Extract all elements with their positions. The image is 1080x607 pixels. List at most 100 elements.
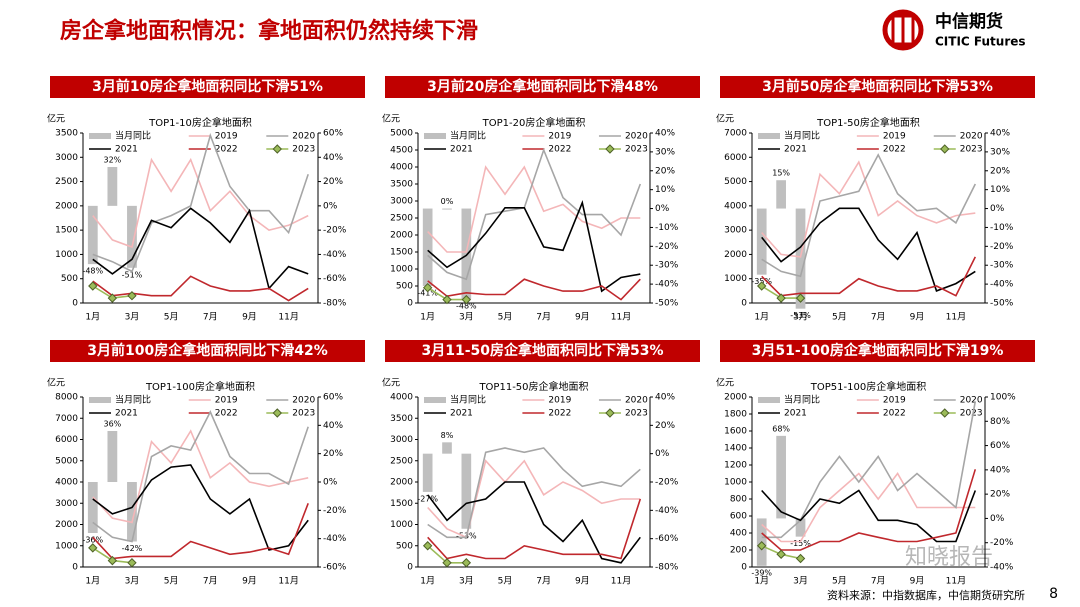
x-tick-label: 7月 [871, 576, 886, 587]
y-axis-label: 亿元 [47, 113, 65, 125]
y2-tick-label: -40% [990, 280, 1014, 290]
y-tick-label: 4000 [390, 393, 413, 403]
y-tick-label: 3500 [390, 180, 413, 190]
y2-tick-label: 0% [655, 449, 670, 459]
x-tick-label: 9月 [910, 312, 925, 323]
y-axis-label: 亿元 [382, 113, 400, 125]
y2-tick-label: -80% [323, 299, 347, 309]
panel-header [720, 76, 1035, 98]
y-tick-label: 2000 [55, 201, 78, 211]
y-tick-label: 1800 [724, 410, 747, 420]
legend-marker [272, 408, 283, 418]
bar-value-label: 0% [441, 197, 454, 206]
y2-tick-label: -20% [655, 478, 679, 488]
y2-tick-label: -40% [655, 506, 679, 516]
series-line [92, 429, 309, 524]
y2-tick-label: 20% [990, 490, 1010, 500]
x-tick-label: 11月 [946, 576, 966, 587]
y2-tick-label: 40% [655, 129, 675, 139]
y2-tick-label: 40% [655, 393, 675, 403]
bar [795, 518, 806, 537]
y-axis-label: 亿元 [382, 377, 400, 389]
legend-label: 2023 [960, 409, 983, 419]
series-marker [127, 291, 137, 301]
series-line [427, 498, 642, 560]
legend-label: 2019 [883, 132, 906, 142]
legend-label: 2019 [215, 132, 238, 142]
y2-tick-label: 20% [655, 166, 675, 176]
bar [442, 208, 452, 210]
y2-tick-label: -20% [990, 538, 1014, 548]
y-tick-label: 4000 [55, 478, 78, 488]
legend-marker [605, 144, 615, 154]
x-tick-label: 11月 [611, 312, 631, 323]
logo-en: CITIC Futures [935, 35, 1026, 49]
y2-tick-label: -40% [655, 280, 679, 290]
y2-tick-label: 0% [655, 204, 670, 214]
panel-heading: 3月51-100房企拿地面积同比下滑19% [752, 342, 1004, 359]
x-tick-label: 5月 [832, 312, 847, 323]
y2-tick-label: 40% [990, 465, 1010, 475]
y-tick-label: 4500 [390, 146, 413, 156]
bar [422, 453, 433, 492]
chart-title: TOP1-10房企拿地面积 [148, 116, 252, 129]
y-tick-label: 1500 [390, 248, 413, 258]
x-tick-label: 5月 [164, 576, 179, 587]
legend-marker [940, 408, 950, 418]
y2-tick-label: 0% [323, 201, 338, 211]
logo-cn: 中信期货 [935, 11, 1003, 32]
series-line [92, 503, 309, 560]
x-tick-label: 7月 [536, 576, 551, 587]
bar-value-label: 8% [441, 431, 454, 440]
y-tick-label: 1000 [724, 478, 747, 488]
legend-label: 2019 [883, 396, 906, 406]
legend-label: 当月同比 [115, 130, 151, 142]
legend-label: 当月同比 [115, 394, 151, 406]
x-tick-label: 3月 [793, 312, 808, 323]
x-tick-label: 11月 [278, 576, 298, 587]
legend-swatch [89, 397, 111, 403]
y2-tick-label: 30% [655, 147, 675, 157]
y2-tick-label: -10% [655, 223, 679, 233]
panel-heading: 3月前100房企拿地面积同比下滑42% [87, 342, 327, 359]
chart-title: TOP1-20房企拿地面积 [482, 116, 586, 129]
chart-title: TOP11-50房企拿地面积 [478, 380, 588, 393]
panel-heading: 3月11-50房企拿地面积同比下滑53% [421, 342, 663, 359]
bar-value-label: -27% [417, 494, 438, 503]
y2-tick-label: 40% [990, 129, 1010, 139]
x-tick-label: 7月 [203, 576, 218, 587]
y2-tick-label: -30% [990, 261, 1014, 271]
bar [127, 205, 137, 268]
x-tick-label: 3月 [459, 576, 474, 587]
legend-marker [605, 408, 615, 418]
series-line [427, 447, 641, 539]
series-marker [757, 541, 767, 551]
series-line [761, 153, 977, 278]
y-tick-label: 1000 [55, 250, 78, 260]
series-line [761, 472, 976, 543]
y-tick-label: 5000 [724, 177, 747, 187]
legend-label: 2023 [292, 409, 315, 419]
bar [107, 431, 118, 482]
legend-label: 2023 [960, 145, 983, 155]
y-tick-label: 2000 [390, 478, 413, 488]
y2-tick-label: -20% [323, 226, 347, 236]
chart-title: TOP51-100房企拿地面积 [810, 380, 926, 393]
panel-header [50, 340, 365, 362]
y2-tick-label: 80% [990, 417, 1010, 427]
series-marker [795, 293, 806, 303]
bar-value-label: -42% [122, 544, 143, 553]
y2-tick-label: 60% [323, 129, 343, 139]
y-tick-label: 1000 [55, 541, 78, 551]
legend-label: 当月同比 [450, 130, 486, 142]
x-tick-label: 5月 [164, 312, 179, 323]
legend-marker [940, 144, 950, 154]
y2-tick-label: 60% [323, 393, 343, 403]
bar [422, 208, 433, 286]
bar-value-label: 32% [103, 156, 121, 165]
series-marker [795, 553, 806, 564]
legend-swatch [758, 133, 780, 139]
y-tick-label: 0 [741, 563, 747, 573]
y2-tick-label: 20% [323, 177, 343, 187]
y-tick-label: 200 [730, 546, 747, 556]
